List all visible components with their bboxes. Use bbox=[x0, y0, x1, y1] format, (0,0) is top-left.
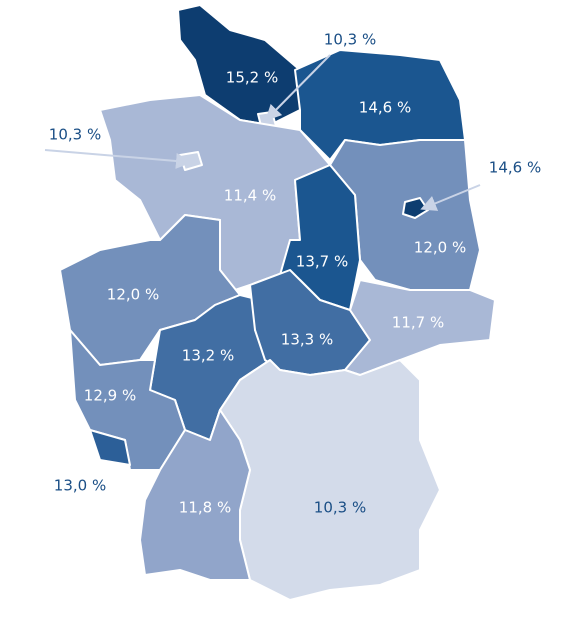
region-label: 11,4 % bbox=[224, 187, 276, 205]
region-label: 12,0 % bbox=[414, 239, 466, 257]
region-label: 10,3 % bbox=[49, 126, 101, 144]
leader-arrow bbox=[265, 54, 331, 121]
region-label: 11,7 % bbox=[392, 314, 444, 332]
region-label: 14,6 % bbox=[489, 159, 541, 177]
region-label: 13,7 % bbox=[296, 253, 348, 271]
region bbox=[139, 409, 251, 581]
region bbox=[219, 359, 441, 601]
region-label: 10,3 % bbox=[314, 499, 366, 517]
region-label: 10,3 % bbox=[324, 31, 376, 49]
region-label: 13,2 % bbox=[182, 347, 234, 365]
region-label: 12,9 % bbox=[84, 387, 136, 405]
region-label: 13,0 % bbox=[54, 477, 106, 495]
leader-arrow bbox=[420, 184, 481, 211]
region-label: 11,8 % bbox=[179, 499, 231, 517]
region bbox=[89, 429, 131, 466]
region-label: 15,2 % bbox=[226, 69, 278, 87]
region-label: 12,0 % bbox=[107, 286, 159, 304]
leader-arrow bbox=[44, 149, 192, 169]
region-label: 13,3 % bbox=[281, 331, 333, 349]
region bbox=[329, 139, 481, 296]
region bbox=[344, 279, 496, 376]
region-label: 14,6 % bbox=[359, 99, 411, 117]
region bbox=[177, 4, 301, 126]
